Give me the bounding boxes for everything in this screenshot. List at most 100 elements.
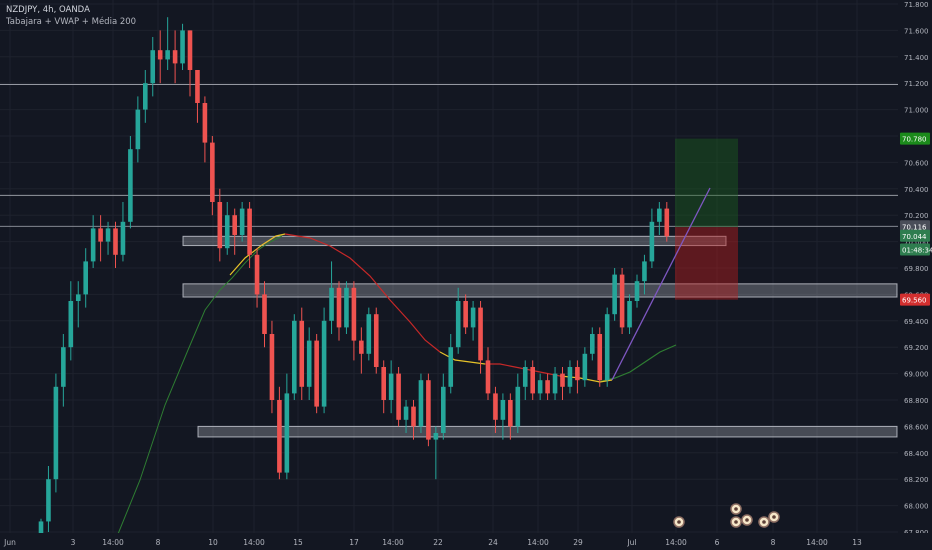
- time-tick-label: 13: [852, 538, 862, 547]
- price-tick-label: 69.400: [904, 318, 929, 326]
- candle-body: [195, 70, 200, 103]
- candle-body: [344, 287, 349, 328]
- candle-body: [396, 373, 401, 420]
- candle-body: [321, 320, 327, 407]
- price-tick-label: 68.400: [904, 450, 929, 458]
- time-axis[interactable]: Jun 3 14:00 8 10 14:00 15 17 14:00 22 24 14:00 29 Jul…: [0, 533, 932, 550]
- candle-body: [418, 380, 424, 427]
- candle-body: [232, 215, 237, 235]
- price-tick-label: 71.800: [904, 1, 929, 9]
- candles: [38, 17, 670, 550]
- vwap-red-segment: [284, 233, 441, 353]
- candle-body: [470, 307, 476, 328]
- price-axis[interactable]: 71.80071.60071.40071.20071.00070.80070.6…: [898, 0, 932, 550]
- time-tick-label: 29: [573, 538, 583, 547]
- candle-body: [388, 373, 394, 400]
- time-tick-label: 17: [349, 538, 359, 547]
- candle-body: [105, 228, 111, 242]
- price-label: 70.044: [902, 233, 927, 241]
- candle-body: [299, 320, 305, 387]
- price-label-box: [900, 243, 930, 256]
- candle-body: [239, 208, 245, 235]
- candle-body: [202, 103, 208, 143]
- candle-body: [381, 367, 386, 400]
- time-tick-label: 14:00: [665, 538, 687, 547]
- candle-body: [150, 50, 156, 84]
- price-tick-label: 69.000: [904, 371, 929, 379]
- price-tick-label: 71.000: [904, 107, 929, 115]
- candle-body: [642, 261, 647, 282]
- economic-event-dot: [734, 520, 738, 524]
- candle-body: [508, 400, 513, 427]
- price-tick-label: 69.800: [904, 265, 929, 273]
- candle-body: [172, 50, 178, 64]
- candle-body: [61, 347, 66, 387]
- price-tick-label: 70.600: [904, 159, 929, 167]
- candle-body: [485, 360, 491, 394]
- trendline[interactable]: [611, 187, 711, 381]
- time-tick-label: 8: [771, 538, 776, 547]
- candle-body: [46, 479, 51, 522]
- candle-body: [128, 149, 133, 222]
- price-tick-label: 71.600: [904, 27, 929, 35]
- candle-body: [135, 109, 141, 150]
- candle-body: [329, 287, 334, 321]
- long-position-tool[interactable]: [675, 138, 738, 300]
- candle-body: [373, 314, 379, 367]
- candle-body: [455, 301, 461, 348]
- price-tick-label: 68.000: [904, 503, 929, 511]
- candle-body: [411, 406, 416, 427]
- price-axis-bg: [898, 0, 932, 550]
- take-profit-zone: [675, 138, 738, 228]
- candle-body: [493, 393, 498, 420]
- ma200-segment: [117, 235, 283, 535]
- candle-body: [217, 202, 223, 249]
- price-tick-label: 71.400: [904, 54, 929, 62]
- candle-body: [649, 221, 655, 262]
- candle-body: [530, 367, 535, 394]
- candle-body: [113, 228, 118, 255]
- candle-body: [254, 254, 260, 295]
- time-tick-label: 24: [488, 538, 498, 547]
- candle-body: [463, 301, 468, 328]
- candle-body: [537, 380, 543, 394]
- price-label-box: [900, 132, 930, 145]
- time-axis-bg: [0, 533, 932, 550]
- candle-body: [597, 334, 603, 381]
- candle-body: [143, 83, 148, 110]
- economic-event-dot: [745, 518, 749, 522]
- price-tick-label: 68.200: [904, 476, 929, 484]
- candle-body: [157, 50, 163, 60]
- candle-body: [403, 406, 409, 420]
- ascending-trendline: [611, 187, 711, 381]
- candle-body: [582, 353, 588, 381]
- economic-event-dot: [677, 520, 681, 524]
- candle-body: [478, 307, 483, 361]
- candle-body: [292, 320, 297, 394]
- candle-body: [224, 215, 230, 249]
- price-label-box: [900, 220, 930, 233]
- time-tick-label: 6: [715, 538, 720, 547]
- candle-body: [567, 367, 573, 387]
- candle-body: [560, 373, 565, 387]
- candle-body: [277, 400, 282, 473]
- price-tick-label: 69.200: [904, 344, 929, 352]
- candle-body: [366, 314, 372, 354]
- price-tick-label: 70.400: [904, 186, 929, 194]
- candle-body: [604, 314, 610, 381]
- indicator-list: Tabajara + VWAP + Média 200: [6, 17, 137, 27]
- candle-body: [545, 380, 550, 394]
- candle-body: [634, 281, 640, 301]
- candle-body: [612, 274, 617, 315]
- candle-body: [262, 294, 267, 334]
- candle-body: [68, 301, 74, 348]
- candle-body: [336, 287, 342, 328]
- symbol-title: NZDJPY, 4h, OANDA: [6, 5, 90, 15]
- time-tick-label: 14:00: [102, 538, 124, 547]
- candle-body: [269, 334, 275, 400]
- event-markers[interactable]: [673, 503, 780, 528]
- candle-body: [359, 340, 364, 354]
- candle-body: [187, 30, 193, 70]
- support-zone: [182, 283, 898, 298]
